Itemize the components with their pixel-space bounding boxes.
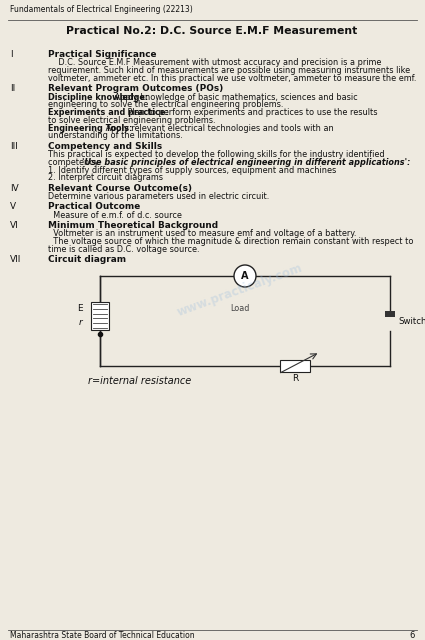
Text: www.practicaly.com: www.practicaly.com [176, 261, 305, 319]
Bar [280, 360, 310, 372]
Text: Apply relevant electrical technologies and tools with an: Apply relevant electrical technologies a… [103, 124, 334, 132]
Text: Fundamentals of Electrical Engineering (22213): Fundamentals of Electrical Engineering (… [10, 5, 193, 14]
Text: 1. Identify different types of supply sources, equipment and machines: 1. Identify different types of supply so… [48, 166, 336, 175]
Circle shape [234, 265, 256, 287]
Text: 2. Interpret circuit diagrams: 2. Interpret circuit diagrams [48, 173, 163, 182]
Text: Engineering Tools:: Engineering Tools: [48, 124, 132, 132]
Text: r=internal resistance: r=internal resistance [88, 376, 191, 386]
Text: E: E [77, 304, 82, 313]
Text: A: A [241, 271, 249, 281]
Text: Practical Significance: Practical Significance [48, 50, 156, 59]
Text: Plan to perform experiments and practices to use the results: Plan to perform experiments and practice… [125, 108, 377, 117]
Text: R: R [292, 374, 298, 383]
Text: III: III [10, 142, 18, 151]
Text: Circuit diagram: Circuit diagram [48, 255, 126, 264]
Text: Competency and Skills: Competency and Skills [48, 142, 162, 151]
Text: Minimum Theoretical Background: Minimum Theoretical Background [48, 221, 218, 230]
Text: Measure of e.m.f. of d.c. source: Measure of e.m.f. of d.c. source [48, 211, 182, 220]
Text: The voltage source of which the magnitude & direction remain constant with respe: The voltage source of which the magnitud… [48, 237, 414, 246]
Text: Practical Outcome: Practical Outcome [48, 202, 140, 211]
Text: Voltmeter is an instrument used to measure emf and voltage of a battery.: Voltmeter is an instrument used to measu… [48, 229, 357, 238]
Text: 6: 6 [410, 631, 415, 640]
Text: Practical No.2: D.C. Source E.M.F Measurement: Practical No.2: D.C. Source E.M.F Measur… [66, 26, 357, 36]
Text: understanding of the limitations.: understanding of the limitations. [48, 131, 183, 141]
Text: engineering to solve the electrical engineering problems.: engineering to solve the electrical engi… [48, 100, 283, 109]
Text: Maharashtra State Board of Technical Education: Maharashtra State Board of Technical Edu… [10, 631, 195, 640]
Text: I: I [10, 50, 13, 59]
Text: Relevant Program Outcomes (POs): Relevant Program Outcomes (POs) [48, 84, 223, 93]
Text: VII: VII [10, 255, 21, 264]
Text: competency: competency [48, 158, 101, 167]
Text: This practical is expected to develop the following skills for the industry iden: This practical is expected to develop th… [48, 150, 385, 159]
Text: Relevant Course Outcome(s): Relevant Course Outcome(s) [48, 184, 192, 193]
Bar [91, 302, 109, 330]
Text: II: II [10, 84, 15, 93]
Text: Apply knowledge of basic mathematics, sciences and basic: Apply knowledge of basic mathematics, sc… [113, 93, 358, 102]
Text: 'Use basic principles of electrical engineering in different applications':: 'Use basic principles of electrical engi… [82, 158, 410, 167]
Text: Experiments and practice:: Experiments and practice: [48, 108, 169, 117]
Text: r: r [79, 318, 83, 327]
Text: IV: IV [10, 184, 19, 193]
Text: VI: VI [10, 221, 19, 230]
Text: Determine various parameters used in electric circuit.: Determine various parameters used in ele… [48, 192, 269, 201]
Text: voltmeter, ammeter etc. In this practical we use voltmeter, ammeter to measure t: voltmeter, ammeter etc. In this practica… [48, 74, 416, 83]
Text: to solve electrical engineering problems.: to solve electrical engineering problems… [48, 116, 215, 125]
Text: time is called as D.C. voltage source.: time is called as D.C. voltage source. [48, 245, 199, 254]
Text: Switch: Switch [398, 317, 425, 326]
Bar [385, 311, 395, 317]
Text: V: V [10, 202, 16, 211]
Text: Discipline knowledge:: Discipline knowledge: [48, 93, 148, 102]
Text: D.C. Source E.M.F Measurement with utmost accuracy and precision is a prime: D.C. Source E.M.F Measurement with utmos… [48, 58, 381, 67]
Text: Load: Load [230, 304, 249, 313]
Text: requirement. Such kind of measurements are possible using measuring instruments : requirement. Such kind of measurements a… [48, 66, 410, 75]
